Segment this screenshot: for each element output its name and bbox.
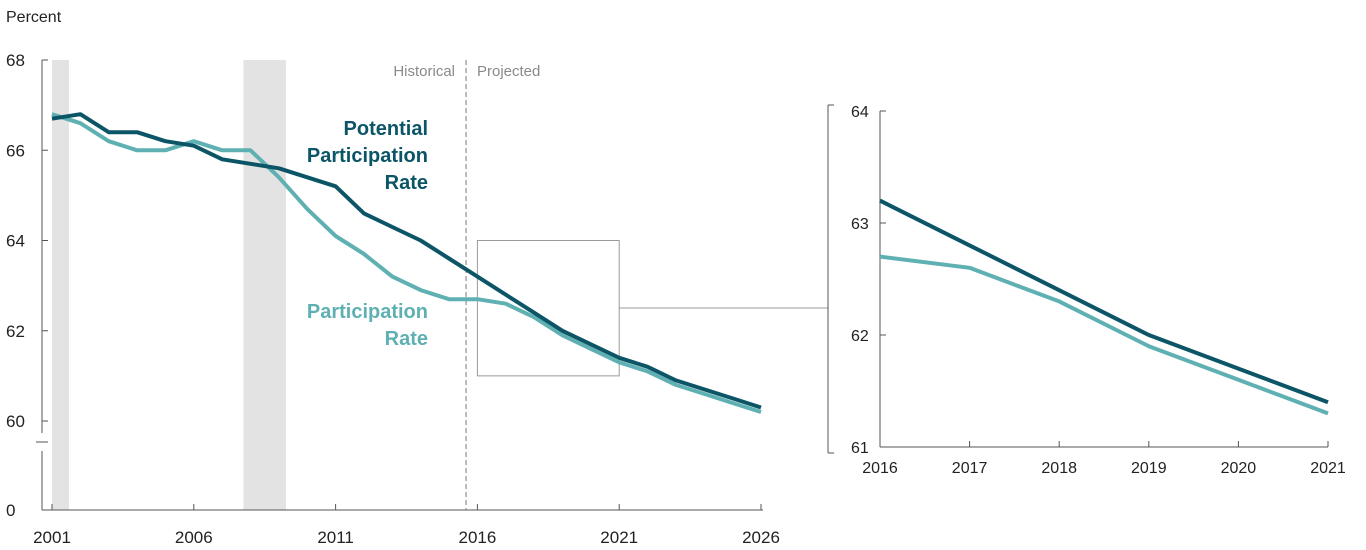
potential-participation-rate-line [51, 112, 762, 410]
x-tick-label-2021: 2021 [600, 528, 638, 547]
x-tick-label-2011: 2011 [317, 528, 354, 547]
inset-x-tick-label-2020: 2020 [1221, 460, 1257, 477]
projected-label: Projected [477, 63, 540, 80]
inset-y-tick-label-63: 63 [851, 216, 869, 233]
historical-label: Historical [393, 63, 455, 80]
inset-potential-line [879, 198, 1329, 405]
y-tick-label-66: 66 [6, 141, 25, 160]
participation-label-line-1: Rate [385, 328, 428, 350]
main-series-lines [51, 112, 762, 414]
recession-shading [52, 60, 286, 510]
inset-series-lines [879, 198, 1329, 416]
zoom-box [476, 240, 828, 377]
inset-axes [827, 104, 1329, 454]
potential-label-line-2: Rate [385, 172, 428, 194]
x-tick-label-2006: 2006 [175, 528, 213, 547]
main-axes [36, 59, 763, 511]
x-tick-label-2026: 2026 [742, 528, 780, 547]
inset-tick-labels: 61 62 63 64 2016 2017 2018 2019 2020 2021 [851, 104, 1346, 477]
inset-x-tick-label-2018: 2018 [1041, 460, 1077, 477]
inset-x-tick-label-2017: 2017 [952, 460, 988, 477]
inset-x-tick-label-2021: 2021 [1310, 460, 1346, 477]
participation-label-line-0: Participation [307, 301, 428, 323]
potential-label-line-1: Participation [307, 145, 428, 167]
inset-x-tick-label-2016: 2016 [862, 460, 898, 477]
y-tick-label-64: 64 [6, 232, 25, 251]
zoom-rectangle [476, 240, 620, 377]
x-tick-label-2016: 2016 [458, 528, 496, 547]
recession-band-0 [52, 60, 70, 510]
main-tick-labels: 0 60 62 64 66 68 2001 2006 2011 2016 2021 2026 [6, 51, 780, 547]
y-tick-label-62: 62 [6, 322, 25, 341]
recession-band-1 [243, 60, 286, 510]
inset-x-tick-label-2019: 2019 [1131, 460, 1167, 477]
y-tick-label-0: 0 [6, 501, 15, 520]
inset-participation-line [879, 254, 1329, 416]
y-axis-title: Percent [6, 9, 62, 26]
inset-y-tick-label-64: 64 [851, 104, 869, 121]
potential-label-line-0: Potential [344, 118, 428, 140]
inset-y-tick-label-61: 61 [851, 440, 869, 457]
participation-rate-line [51, 112, 762, 414]
y-tick-label-68: 68 [6, 51, 25, 70]
inset-y-tick-label-62: 62 [851, 328, 869, 345]
y-tick-label-60: 60 [6, 412, 25, 431]
main-series-labels: Potential Participation Rate Participation R… [307, 118, 428, 350]
x-tick-label-2001: 2001 [33, 528, 71, 547]
